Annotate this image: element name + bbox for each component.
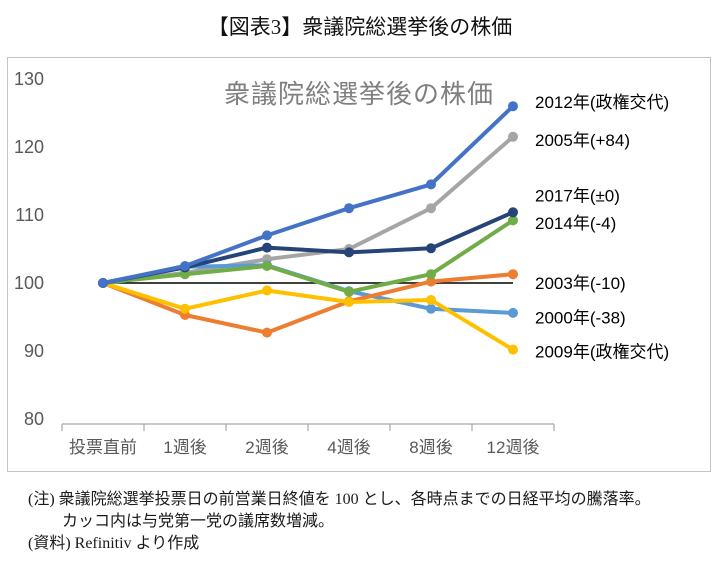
- series-line-6: [101, 281, 515, 352]
- series-marker-3: [426, 269, 436, 280]
- series-line-3: [101, 218, 515, 294]
- series-marker-2: [426, 243, 436, 254]
- series-marker-5: [508, 307, 518, 318]
- y-axis-tick-label: 130: [14, 69, 44, 89]
- series-marker-6: [508, 344, 518, 355]
- series-marker-3: [344, 286, 354, 297]
- x-axis-category-label: 4週後: [327, 438, 370, 457]
- series-marker-0: [508, 101, 518, 112]
- series-marker-2: [262, 242, 272, 253]
- series-marker-2: [344, 247, 354, 258]
- x-axis-category-label: 投票直前: [69, 438, 137, 457]
- x-axis-category-label: 2週後: [245, 438, 288, 457]
- series-marker-1: [508, 131, 518, 142]
- x-axis-category-label: 8週後: [409, 438, 452, 457]
- footnote-source: (資料) Refinitiv より作成: [28, 535, 200, 552]
- series-label-4: 2003年(-10): [535, 274, 626, 293]
- series-label-1: 2005年(+84): [535, 131, 630, 150]
- series-marker-6: [426, 295, 436, 305]
- y-axis-tick-label: 110: [15, 205, 44, 225]
- series-label-3: 2014年(-4): [535, 214, 616, 233]
- series-marker-1: [426, 203, 436, 214]
- y-axis-tick-label: 100: [14, 273, 44, 293]
- series-marker-3: [508, 215, 518, 226]
- series-marker-6: [262, 285, 272, 296]
- footnote-note-line1: (注) 衆議院総選挙投票日の前営業日終値を 100 とし、各時点までの日経平均の…: [28, 491, 651, 508]
- footnotes: (注) 衆議院総選挙投票日の前営業日終値を 100 とし、各時点までの日経平均の…: [28, 489, 651, 555]
- series-marker-0: [262, 230, 272, 241]
- series-label-5: 2000年(-38): [535, 309, 626, 328]
- chart-frame: 130 120 110 100 90 80 投票直前 1週後 2週後 4週後 8週後 12週後 2012…: [7, 57, 711, 472]
- series-marker-0: [98, 278, 108, 288]
- series-marker-4: [508, 269, 518, 280]
- x-axis-category-label: 12週後: [487, 438, 540, 457]
- series-marker-0: [344, 203, 354, 214]
- footnote-note-line2: カッコ内は与党第一党の議席数増減。: [62, 513, 335, 530]
- x-axis-category-label: 1週後: [163, 438, 206, 457]
- series-marker-6: [344, 297, 354, 307]
- series-marker-3: [262, 261, 272, 271]
- y-axis-tick-label: 90: [24, 341, 44, 361]
- figure-title: 【図表3】衆議院総選挙後の株価: [207, 15, 513, 39]
- series-line-4: [101, 272, 515, 335]
- y-axis-tick-label: 120: [14, 137, 44, 157]
- series-marker-4: [262, 327, 272, 338]
- series-marker-0: [180, 261, 190, 271]
- series-marker-0: [426, 179, 436, 190]
- line-chart: 130 120 110 100 90 80 投票直前 1週後 2週後 4週後 8週後 12週後 2012…: [14, 69, 669, 457]
- series-marker-5: [426, 303, 436, 314]
- series-line-0: [101, 104, 515, 285]
- series-marker-4: [426, 276, 436, 287]
- series-marker-6: [180, 303, 190, 314]
- chart-inner-title: 衆議院総選挙後の株価: [223, 79, 495, 109]
- y-axis-tick-label: 80: [24, 409, 44, 429]
- series-label-2: 2017年(±0): [535, 186, 620, 205]
- series-label-6: 2009年(政権交代): [535, 343, 669, 362]
- series-marker-2: [508, 207, 518, 218]
- series-label-0: 2012年(政権交代): [535, 93, 669, 112]
